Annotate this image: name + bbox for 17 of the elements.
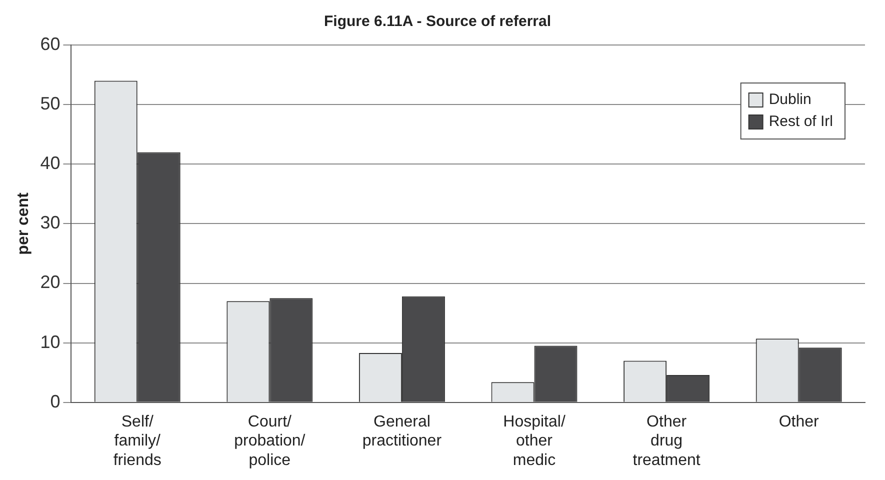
- y-tick-label: 10: [40, 332, 60, 352]
- y-tick-label: 60: [40, 34, 60, 54]
- y-tick-label: 40: [40, 153, 60, 174]
- y-tick-label: 20: [40, 272, 60, 292]
- y-tick-label: 30: [40, 212, 60, 233]
- legend-label: Rest of Irl: [768, 113, 834, 130]
- y-tick-label: 50: [40, 94, 60, 114]
- x-tick-label: Hospital/ other medic: [503, 413, 566, 469]
- x-tick-label: General practitioner: [362, 413, 442, 450]
- legend-label: Dublin: [768, 91, 812, 108]
- y-axis-title: per cent: [15, 192, 32, 255]
- x-tick-label: Court/ probation/ police: [234, 413, 306, 469]
- chart-title: Figure 6.11A - Source of referral: [324, 13, 552, 30]
- x-tick-label: Other: [778, 413, 820, 430]
- x-tick-label: Self/ family/ friends: [113, 413, 162, 469]
- y-tick-label: 0: [50, 391, 60, 412]
- x-tick-label: Other drug treatment: [632, 413, 701, 469]
